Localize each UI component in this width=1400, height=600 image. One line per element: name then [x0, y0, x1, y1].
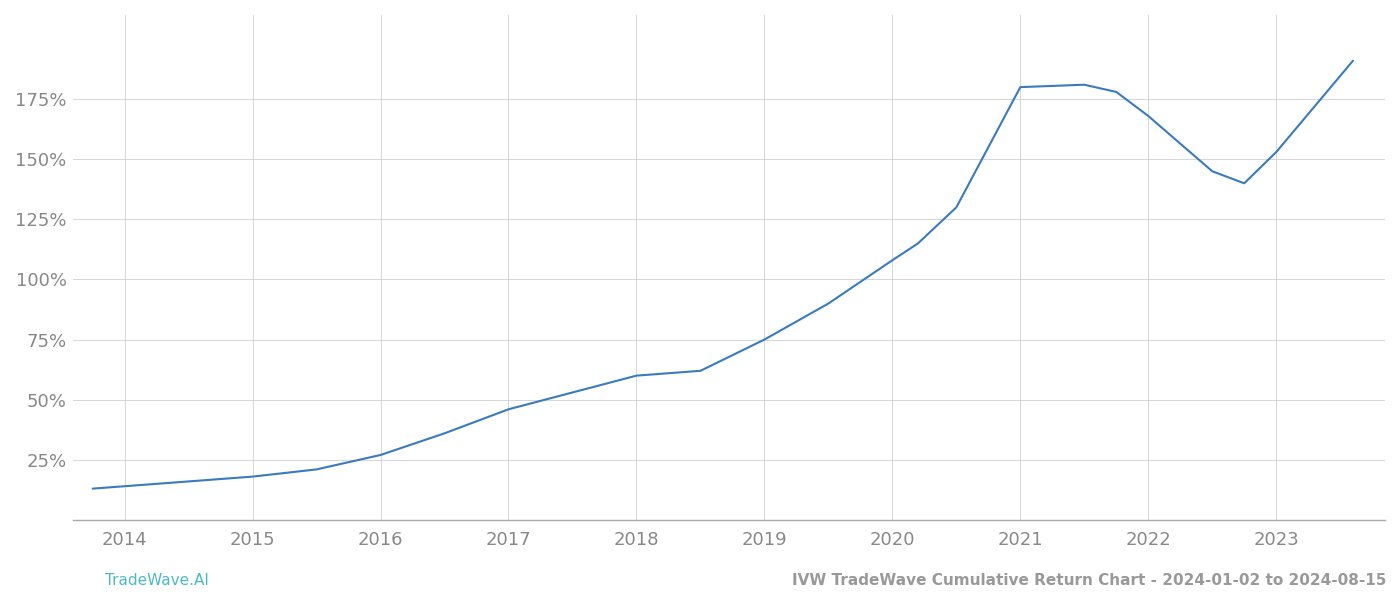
Text: TradeWave.AI: TradeWave.AI	[105, 573, 209, 588]
Text: IVW TradeWave Cumulative Return Chart - 2024-01-02 to 2024-08-15: IVW TradeWave Cumulative Return Chart - …	[791, 573, 1386, 588]
